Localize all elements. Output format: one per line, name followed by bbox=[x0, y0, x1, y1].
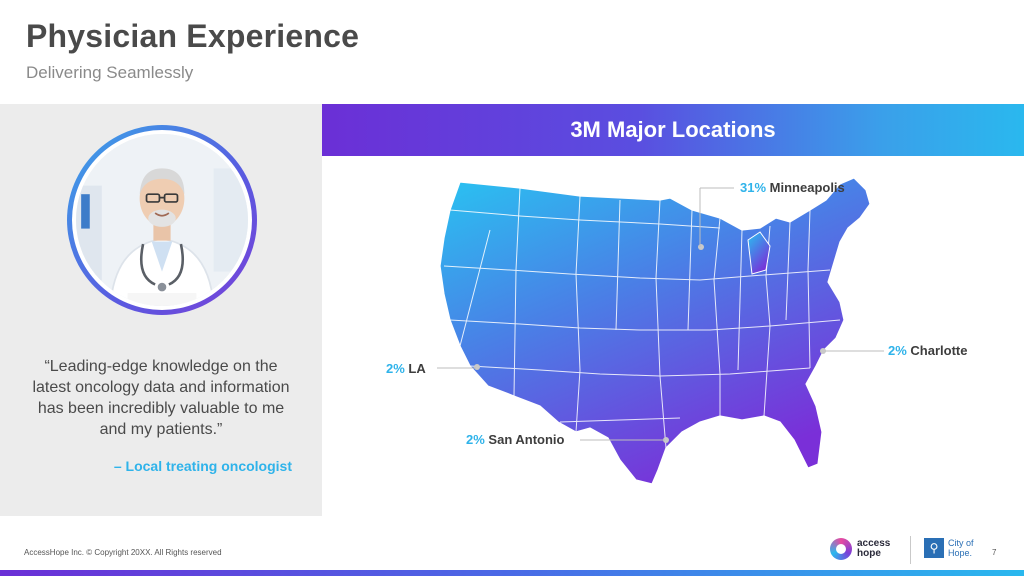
page-title: Physician Experience bbox=[26, 18, 360, 54]
callout-san-antonio-name: San Antonio bbox=[488, 432, 565, 447]
locations-banner: 3M Major Locations bbox=[322, 104, 1024, 156]
accesshope-logo-line1: access bbox=[857, 538, 891, 549]
logo-divider bbox=[910, 536, 911, 564]
marker-charlotte bbox=[820, 348, 826, 354]
callout-la-pct: 2% bbox=[386, 361, 405, 376]
state-borders bbox=[443, 187, 841, 449]
cityofhope-logo-line2: Hope. bbox=[948, 548, 973, 558]
accesshope-logo: access hope bbox=[830, 538, 890, 560]
callout-minneapolis-name: Minneapolis bbox=[769, 180, 845, 195]
testimonial-quote: “Leading-edge knowledge on the latest on… bbox=[32, 358, 290, 438]
accesshope-logo-line2: hope bbox=[857, 548, 881, 559]
marker-san-antonio bbox=[663, 437, 669, 443]
cityofhope-logo: ⚲ City of Hope. bbox=[924, 538, 974, 558]
callout-charlotte: 2% Charlotte bbox=[888, 343, 967, 358]
page-number: 7 bbox=[992, 548, 997, 557]
physician-portrait bbox=[67, 125, 257, 315]
page-subtitle: Delivering Seamlessly bbox=[26, 63, 194, 82]
marker-la bbox=[474, 364, 480, 370]
marker-minneapolis bbox=[698, 244, 704, 250]
callout-la-name: LA bbox=[408, 361, 426, 376]
banner-title: 3M Major Locations bbox=[570, 117, 776, 142]
callout-minneapolis: 31% Minneapolis bbox=[740, 180, 845, 195]
copyright-text: AccessHope Inc. © Copyright 20XX. All Ri… bbox=[24, 548, 222, 557]
callout-minneapolis-pct: 31% bbox=[740, 180, 767, 195]
testimonial-attribution: – Local treating oncologist bbox=[113, 458, 292, 474]
callout-charlotte-name: Charlotte bbox=[910, 343, 968, 358]
callout-charlotte-pct: 2% bbox=[888, 343, 907, 358]
us-map bbox=[439, 177, 871, 485]
bottom-accent-bar bbox=[0, 570, 1024, 576]
physician-photo bbox=[76, 134, 248, 306]
cityofhope-mark-icon: ⚲ bbox=[924, 538, 944, 558]
accesshope-mark-icon bbox=[830, 538, 852, 560]
cityofhope-logo-line1: City of bbox=[948, 538, 974, 548]
callout-san-antonio: 2% San Antonio bbox=[466, 432, 565, 447]
callout-la: 2% LA bbox=[386, 361, 426, 376]
callout-san-antonio-pct: 2% bbox=[466, 432, 485, 447]
